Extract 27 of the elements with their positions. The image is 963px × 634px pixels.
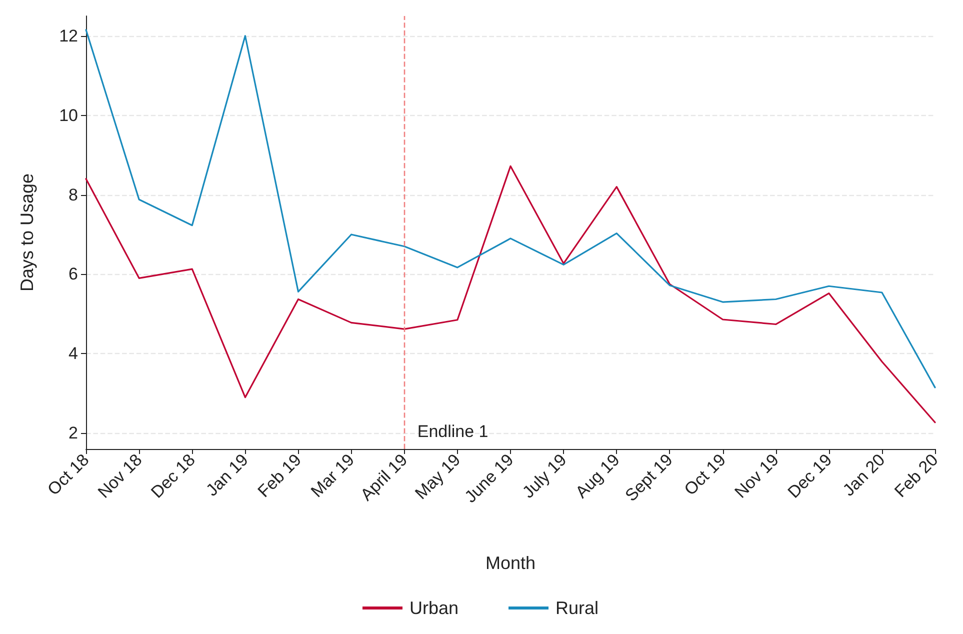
y-tick-label: 12 [59, 26, 78, 46]
x-axis-title: Month [485, 553, 536, 573]
x-tick-label: Mar 19 [307, 450, 358, 502]
x-tick-label: Dec 19 [784, 450, 836, 502]
legend-label: Rural [556, 598, 599, 618]
x-tick-label: May 19 [411, 450, 464, 504]
y-tick-label: 2 [68, 424, 78, 443]
x-tick-label: Feb 20 [890, 450, 942, 502]
y-tick-label: 10 [59, 106, 78, 125]
x-tick-label: Nov 18 [94, 450, 146, 502]
y-axis-title: Days to Usage [17, 173, 37, 292]
x-tick-label: Nov 19 [731, 450, 783, 502]
x-tick-label: Jan 19 [202, 450, 252, 500]
x-tick-label: Oct 18 [44, 450, 93, 500]
x-tick-label: Oct 19 [680, 450, 730, 500]
y-tick-label: 4 [68, 344, 78, 364]
y-tick-label: 6 [68, 264, 78, 284]
legend-label: Urban [409, 598, 459, 618]
y-tick-label: 8 [68, 185, 78, 204]
ref-line-label: Endline 1 [417, 422, 488, 441]
x-tick-label: Dec 18 [147, 450, 199, 502]
x-tick-label: Aug 19 [572, 450, 624, 502]
line-series [85, 165, 936, 424]
x-tick-label: Feb 19 [254, 450, 305, 502]
x-tick-label: July 19 [518, 450, 570, 502]
x-tick-label: Jan 20 [839, 450, 889, 500]
line-series [85, 29, 936, 388]
